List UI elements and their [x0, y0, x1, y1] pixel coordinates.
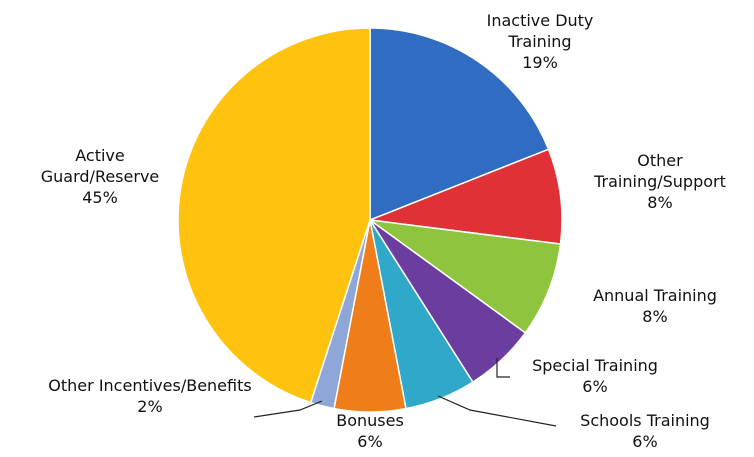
slice-label: Annual Training 8%	[555, 285, 754, 327]
slice-label: Schools Training 6%	[545, 410, 745, 452]
value-label: 8%	[647, 193, 673, 212]
leader-line	[496, 358, 510, 378]
slice-label: Special Training 6%	[495, 355, 695, 397]
value-label: 6%	[357, 432, 383, 451]
leader-line	[437, 395, 557, 427]
pie-slice	[369, 148, 563, 245]
value-label: 8%	[642, 307, 668, 326]
slice-label: Other Incentives/Benefits 2%	[40, 375, 260, 417]
leader-line	[253, 400, 323, 418]
value-label: 6%	[582, 377, 608, 396]
category-label: Special Training	[532, 356, 658, 375]
category-label: Other Incentives/Benefits	[48, 376, 252, 395]
pie-slice	[369, 219, 562, 334]
value-label: 19%	[522, 53, 558, 72]
slice-label: Inactive Duty Training 19%	[470, 10, 610, 73]
pie-slice	[177, 27, 371, 404]
category-label: Schools Training	[580, 411, 710, 430]
category-label: Active Guard/Reserve	[40, 146, 160, 186]
value-label: 2%	[137, 397, 163, 416]
slice-label: Active Guard/Reserve 45%	[20, 145, 180, 208]
category-label: Bonuses	[336, 411, 404, 430]
category-label: Other Training/Support	[594, 151, 726, 191]
pie-slice	[369, 27, 550, 222]
slice-label: Bonuses 6%	[300, 410, 440, 452]
pie	[177, 27, 563, 413]
value-label: 45%	[82, 188, 118, 207]
slice-label: Other Training/Support 8%	[570, 150, 750, 213]
category-label: Inactive Duty Training	[486, 11, 594, 51]
value-label: 6%	[632, 432, 658, 451]
category-label: Annual Training	[593, 286, 717, 305]
